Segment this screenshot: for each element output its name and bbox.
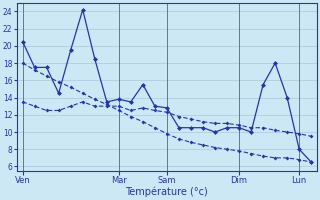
X-axis label: Température (°c): Température (°c)	[125, 187, 208, 197]
